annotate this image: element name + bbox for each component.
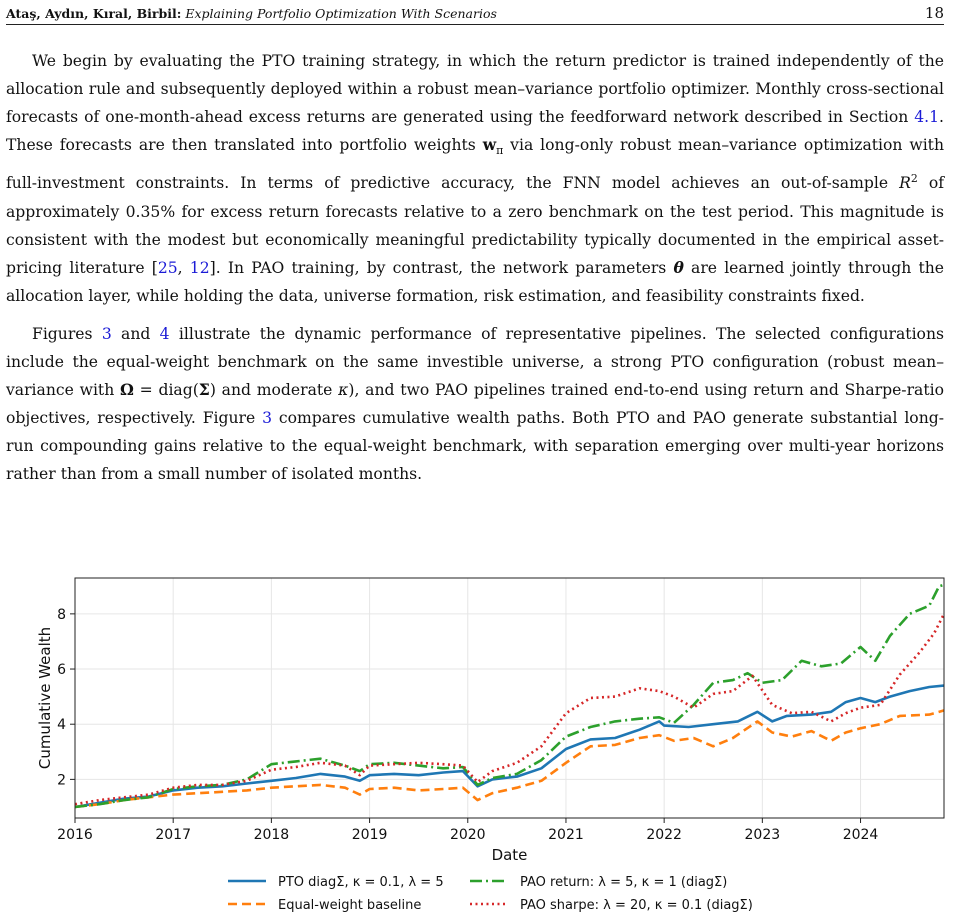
cross-reference-link[interactable]: 25 bbox=[157, 258, 178, 277]
y-axis-label: Cumulative Wealth bbox=[36, 627, 54, 769]
x-tick-label: 2024 bbox=[843, 827, 879, 843]
paragraph-2: Figures 3 and 4 illustrate the dynamic p… bbox=[6, 320, 944, 488]
page-number: 18 bbox=[924, 4, 944, 22]
text-run: , bbox=[177, 258, 190, 277]
running-head-authors: Ataş, Aydın, Kıral, Birbil: bbox=[6, 6, 182, 21]
y-tick-label: 4 bbox=[57, 717, 66, 733]
text-run: Figures bbox=[32, 324, 102, 343]
series-lines bbox=[74, 583, 946, 809]
plot-frame bbox=[74, 577, 945, 819]
x-tick-label: 2017 bbox=[155, 827, 191, 843]
text-run: are learned jointly through the allocati… bbox=[6, 258, 945, 305]
text-run: via long-only robust mean–variance optim… bbox=[6, 136, 944, 193]
text-run: θ bbox=[673, 257, 684, 277]
text-run: ) and moderate bbox=[209, 380, 339, 399]
legend: PTO diagΣ, κ = 0.1, λ = 5 PAO return: λ =… bbox=[228, 875, 753, 913]
text-run: of approximately 0.35% for excess return… bbox=[6, 174, 945, 277]
body-text: We begin by evaluating the PTO training … bbox=[6, 47, 944, 498]
text-run: Ω bbox=[120, 379, 134, 399]
text-run: Σ bbox=[198, 379, 210, 399]
running-head: Ataş, Aydın, Kıral, Birbil: Explaining P… bbox=[6, 6, 497, 21]
cross-reference-link[interactable]: 4.1 bbox=[914, 108, 940, 127]
y-tick-label: 6 bbox=[57, 662, 66, 678]
paragraph-1: We begin by evaluating the PTO training … bbox=[6, 47, 944, 310]
series-line-2 bbox=[74, 709, 945, 809]
series-line-1 bbox=[74, 684, 945, 809]
text-run: and bbox=[111, 324, 160, 343]
legend-label: PAO sharpe: λ = 20, κ = 0.1 (diagΣ) bbox=[520, 898, 753, 913]
series-line-4 bbox=[74, 613, 946, 806]
x-axis-label: Date bbox=[492, 846, 528, 864]
text-run: compares cumulative wealth paths. Both P… bbox=[6, 408, 944, 483]
x-tick-label: 2020 bbox=[450, 827, 486, 843]
x-tick-label: 2021 bbox=[548, 827, 584, 843]
legend-label: Equal-weight baseline bbox=[278, 898, 421, 913]
x-tick-label: 2023 bbox=[745, 827, 781, 843]
text-run: We begin by evaluating the PTO training … bbox=[6, 52, 944, 127]
grid-lines bbox=[74, 578, 944, 818]
cross-reference-link[interactable]: 3 bbox=[101, 324, 112, 343]
text-run: ), and two PAO pipelines trained end-to-… bbox=[6, 380, 944, 427]
text-run: ]. In PAO training, by contrast, the net… bbox=[209, 258, 674, 277]
x-tick-label: 2019 bbox=[352, 827, 388, 843]
text-run: π bbox=[496, 144, 504, 158]
x-tick-label: 2022 bbox=[646, 827, 682, 843]
running-head-title: Explaining Portfolio Optimization With S… bbox=[185, 6, 497, 21]
series-line-3 bbox=[74, 583, 945, 809]
x-tick-label: 2016 bbox=[57, 827, 93, 843]
text-run: 2 bbox=[910, 172, 918, 186]
axis-ticks: 2016 2017 2018 2019 2020 2021 2022 2023 2024 2 4 6 8 bbox=[57, 607, 878, 843]
cross-reference-link[interactable]: 4 bbox=[159, 324, 170, 343]
y-tick-label: 8 bbox=[57, 607, 66, 623]
text-run: = diag( bbox=[133, 380, 199, 399]
cross-reference-link[interactable]: 3 bbox=[262, 408, 273, 427]
page-header: Ataş, Aydın, Kıral, Birbil: Explaining P… bbox=[6, 4, 944, 25]
x-tick-label: 2018 bbox=[254, 827, 290, 843]
cumulative-wealth-chart: 2016 2017 2018 2019 2020 2021 2022 2023 2024 2 4 6 8… bbox=[36, 577, 946, 913]
y-tick-label: 2 bbox=[57, 772, 66, 788]
legend-label: PTO diagΣ, κ = 0.1, λ = 5 bbox=[278, 875, 444, 890]
text-run: . These forecasts are then translated in… bbox=[6, 108, 944, 155]
cross-reference-link[interactable]: 12 bbox=[189, 258, 210, 277]
text-run: illustrate the dynamic performance of re… bbox=[6, 324, 944, 399]
text-run: κ bbox=[338, 380, 349, 399]
legend-label: PAO return: λ = 5, κ = 1 (diagΣ) bbox=[520, 875, 727, 890]
text-run: w bbox=[482, 135, 497, 155]
text-run: R bbox=[899, 174, 911, 193]
